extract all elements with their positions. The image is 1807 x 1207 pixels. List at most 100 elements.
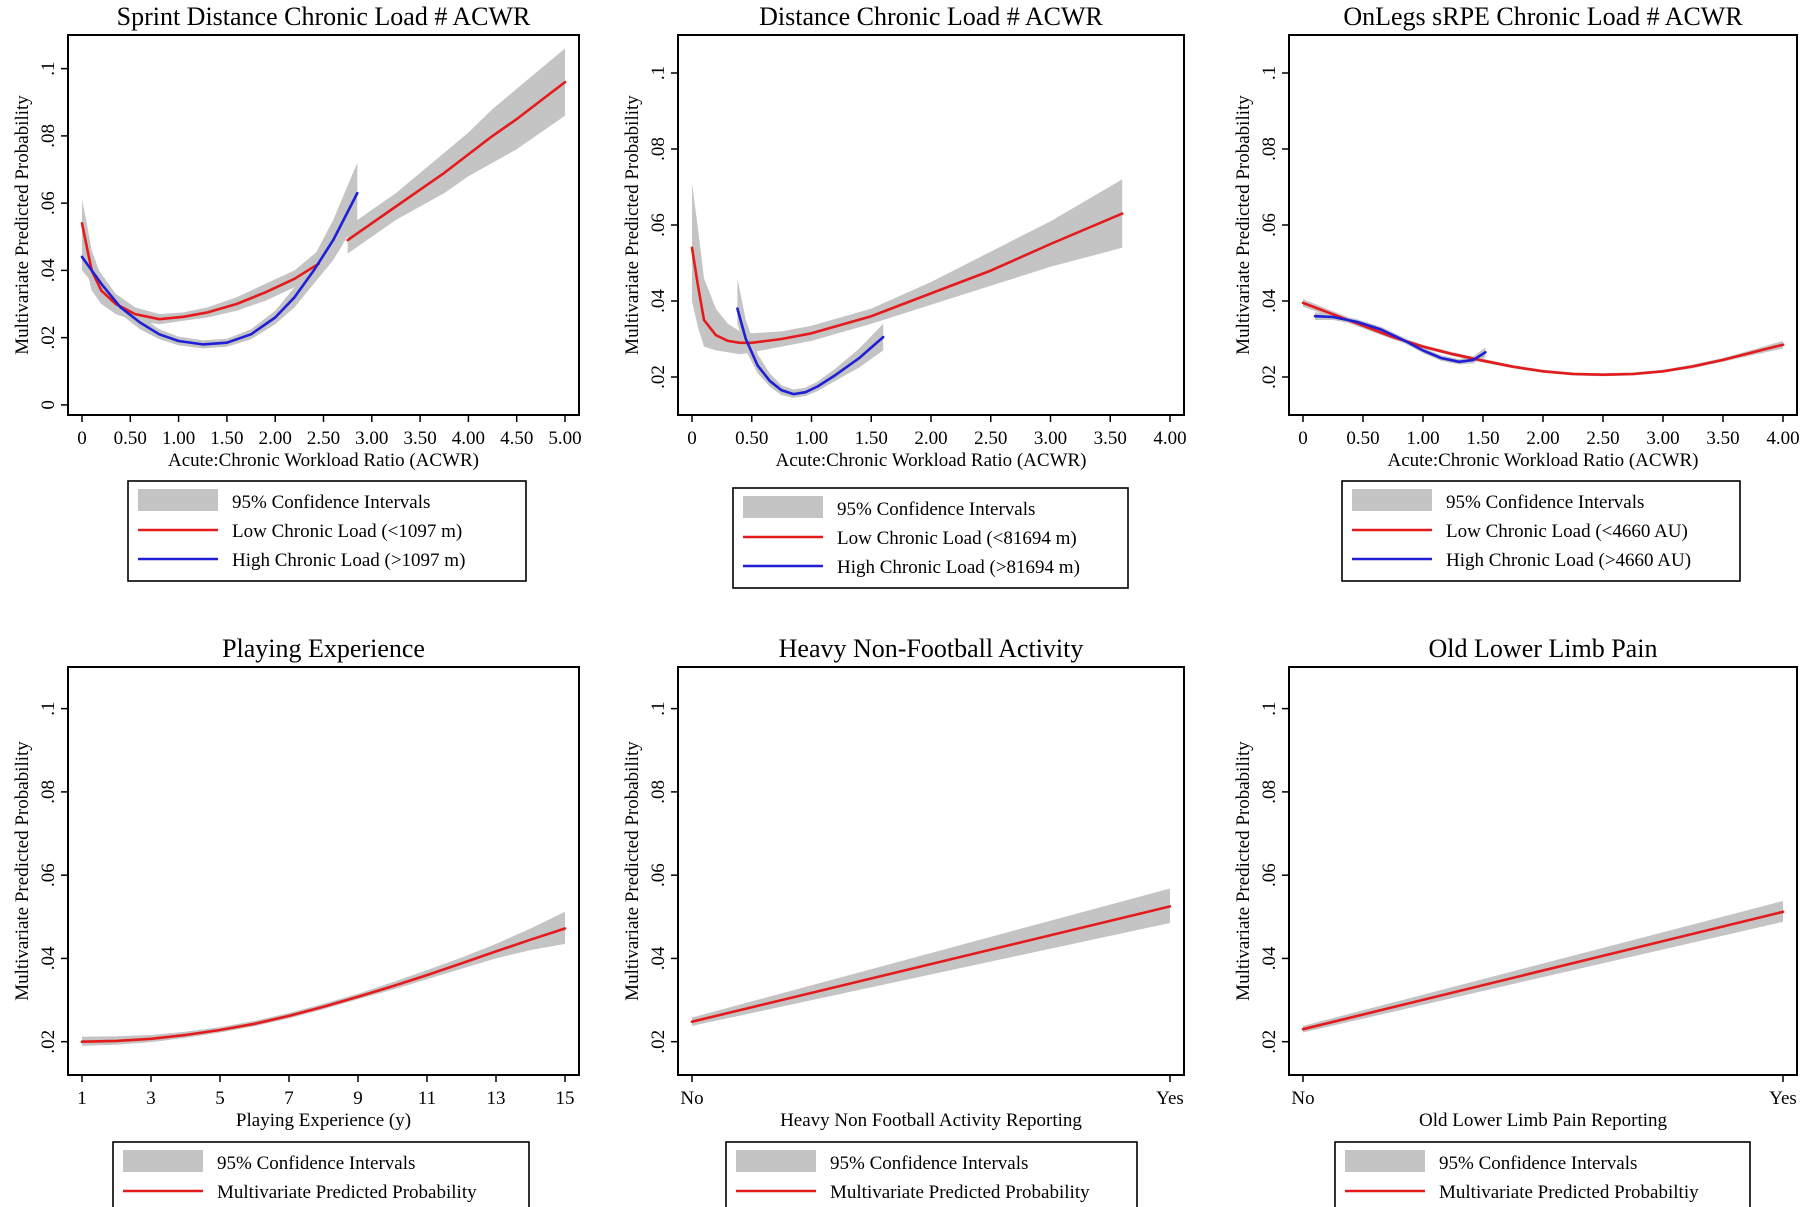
x-axis-label: Acute:Chronic Workload Ratio (ACWR) [1387,450,1698,471]
legend-label: Multivariate Predicted Probabiltiy [1439,1182,1699,1203]
y-tick-label: .1 [1259,702,1280,716]
legend-label: High Chronic Load (>81694 m) [837,557,1080,578]
y-tick-label: .1 [38,62,59,76]
x-tick-label: 0 [687,428,697,449]
x-tick-label: 2.00 [914,428,947,449]
y-tick-label: .04 [648,946,669,970]
x-axis-label: Acute:Chronic Workload Ratio (ACWR) [775,450,1086,471]
chart-title: Heavy Non-Football Activity [779,634,1084,663]
chart-panel-3: OnLegs sRPE Chronic Load # ACWR .02 .04 .06… [1233,2,1800,582]
y-tick-label: .08 [38,780,59,804]
legend-label: High Chronic Load (>1097 m) [232,550,465,571]
plot-frame [1288,34,1798,416]
x-tick-label: 3.50 [1706,428,1739,449]
x-tick-label: Yes [1769,1088,1797,1109]
legend-label: Low Chronic Load (<4660 AU) [1446,521,1688,542]
y-axis-label: Multivariate Predicted Probability [1233,741,1254,1001]
x-tick-label: 0.50 [1346,428,1379,449]
y-tick-label: .04 [38,258,59,282]
x-tick-label: 0.50 [114,428,147,449]
plot-frame [67,34,580,416]
legend-swatch-ci [736,1150,816,1172]
y-tick-label: .04 [648,289,669,313]
legend-swatch-ci [123,1150,203,1172]
y-tick-label: .02 [1259,365,1280,389]
x-tick-label: 1.50 [1466,428,1499,449]
confidence-band-2-1 [82,162,358,349]
confidence-band-1-2 [347,48,565,254]
x-tick-label: 11 [418,1088,436,1109]
y-tick-label: .04 [1259,289,1280,313]
y-tick-label: .08 [1259,137,1280,161]
x-tick-label: 3.50 [1094,428,1127,449]
chart-title: Sprint Distance Chronic Load # ACWR [117,2,531,31]
legend-label: Low Chronic Load (<1097 m) [232,521,462,542]
y-tick-label: .02 [38,326,59,350]
legend-label: 95% Confidence Intervals [837,499,1035,520]
y-tick-label: .08 [648,137,669,161]
x-tick-label: 0.50 [735,428,768,449]
legend-label: Multivariate Predicted Probability [830,1182,1090,1203]
plot-frame [1288,666,1798,1076]
legend: 95% Confidence Intervals Low Chronic Load… [127,480,527,582]
y-tick-label: .08 [1259,780,1280,804]
legend-swatch-ci [1345,1150,1425,1172]
x-axis-label: Playing Experience (y) [236,1110,411,1131]
y-tick-label: .06 [648,863,669,887]
plot-data-layer [1301,299,1785,377]
x-tick-label: 3.00 [1646,428,1679,449]
y-tick-label: .06 [38,191,59,215]
y-tick-label: .1 [1259,66,1280,80]
x-tick-label: 1.50 [855,428,888,449]
plot-data-layer [690,888,1172,1026]
legend-label: Low Chronic Load (<81694 m) [837,528,1077,549]
y-axis-label: Multivariate Predicted Probability [622,95,643,355]
legend: 95% Confidence Intervals Multivariate Pre… [725,1141,1138,1207]
chart-panel-5: Heavy Non-Football Activity .02 .04 .06 .08.… [622,634,1185,1207]
series-line-1-1 [80,927,567,1043]
y-tick-label: .06 [648,213,669,237]
x-tick-label: 1.00 [795,428,828,449]
confidence-band-1-1 [82,199,319,325]
plot-frame [67,666,580,1076]
legend-label: High Chronic Load (>4660 AU) [1446,550,1691,571]
confidence-band-1-1 [82,911,565,1046]
y-tick-label: .02 [38,1030,59,1054]
x-tick-label: 1.00 [1406,428,1439,449]
plot-data-layer [1301,901,1785,1033]
series-line-1-1 [690,905,1172,1023]
x-tick-label: 7 [284,1088,294,1109]
x-tick-label: 9 [353,1088,363,1109]
series-line-1-1 [1301,301,1785,376]
y-tick-label: .1 [648,66,669,80]
y-tick-label: .04 [38,946,59,970]
x-axis-label: Old Lower Limb Pain Reporting [1419,1110,1668,1131]
plot-data-layer [690,179,1124,398]
x-axis-label: Heavy Non Football Activity Reporting [780,1110,1082,1131]
confidence-band-1-1 [692,179,1123,355]
x-tick-label: 0 [77,428,87,449]
chart-title: Playing Experience [222,634,425,663]
series-line-1-2 [346,80,567,242]
y-tick-label: 0 [38,400,59,410]
legend: 95% Confidence Intervals Multivariate Pre… [1334,1141,1751,1207]
x-tick-label: 2.00 [259,428,292,449]
chart-panel-4: Playing Experience .02 .04 .06 .08 .1 Multivar… [12,634,580,1207]
legend-label: 95% Confidence Intervals [1439,1153,1637,1174]
chart-panel-2: Distance Chronic Load # ACWR .02 .04 .06 .08… [622,2,1187,589]
y-tick-label: .06 [1259,863,1280,887]
y-tick-label: .1 [38,702,59,716]
legend: 95% Confidence Intervals Low Chronic Load… [732,487,1129,589]
y-axis-label: Multivariate Predicted Probability [12,741,33,1001]
x-tick-label: 5.00 [548,428,581,449]
series-line-2-1 [736,307,885,396]
x-tick-label: 3.00 [355,428,388,449]
x-tick-label: 1.00 [162,428,195,449]
y-tick-label: .04 [1259,946,1280,970]
legend-swatch-ci [1352,489,1432,511]
chart-panel-6: Old Lower Limb Pain .02 .04 .06 .08 .1 Multiva… [1233,634,1798,1207]
chart-title: OnLegs sRPE Chronic Load # ACWR [1343,2,1743,31]
y-tick-label: .08 [38,124,59,148]
x-tick-label: 5 [215,1088,225,1109]
x-tick-label: 2.50 [1586,428,1619,449]
